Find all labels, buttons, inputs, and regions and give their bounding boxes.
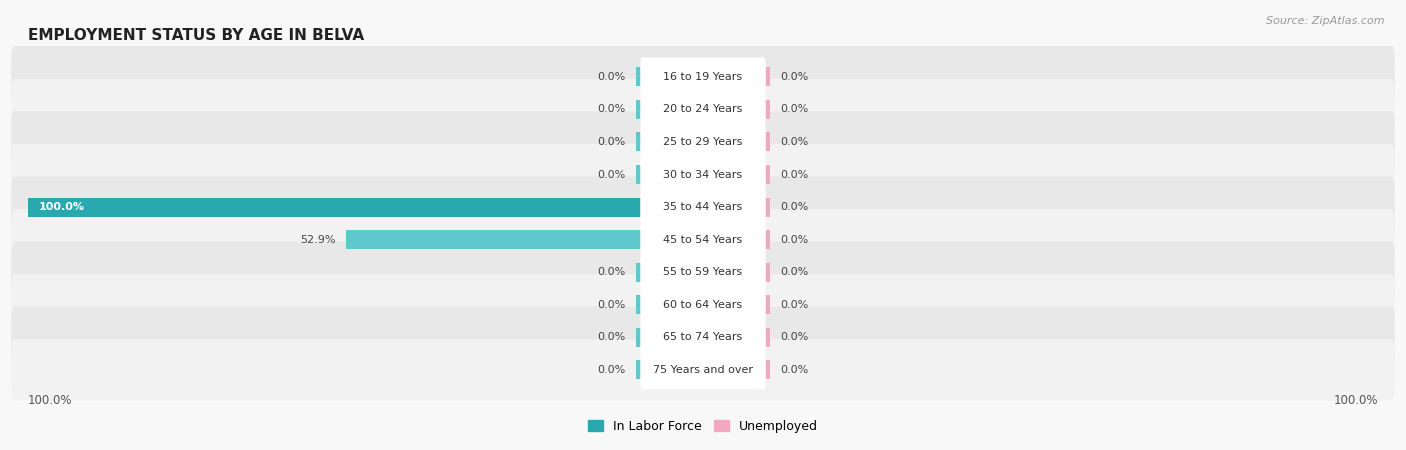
Text: 0.0%: 0.0% <box>780 137 808 147</box>
FancyBboxPatch shape <box>640 351 766 389</box>
Bar <box>636 132 703 151</box>
Text: 0.0%: 0.0% <box>780 365 808 375</box>
Bar <box>703 230 770 249</box>
Text: 0.0%: 0.0% <box>780 300 808 310</box>
Text: 30 to 34 Years: 30 to 34 Years <box>664 170 742 180</box>
Text: 52.9%: 52.9% <box>301 234 336 245</box>
Text: 20 to 24 Years: 20 to 24 Years <box>664 104 742 114</box>
Bar <box>703 295 770 314</box>
FancyBboxPatch shape <box>11 242 1395 303</box>
Bar <box>703 198 770 216</box>
Bar <box>28 198 703 216</box>
Text: 0.0%: 0.0% <box>598 300 626 310</box>
Text: 0.0%: 0.0% <box>598 170 626 180</box>
Text: 60 to 64 Years: 60 to 64 Years <box>664 300 742 310</box>
Text: 0.0%: 0.0% <box>780 104 808 114</box>
FancyBboxPatch shape <box>11 176 1395 238</box>
Text: 45 to 54 Years: 45 to 54 Years <box>664 234 742 245</box>
Text: 0.0%: 0.0% <box>780 234 808 245</box>
Text: 100.0%: 100.0% <box>1333 394 1378 407</box>
Text: 25 to 29 Years: 25 to 29 Years <box>664 137 742 147</box>
Text: 0.0%: 0.0% <box>780 202 808 212</box>
Bar <box>346 230 703 249</box>
Text: 100.0%: 100.0% <box>38 202 84 212</box>
FancyBboxPatch shape <box>640 220 766 259</box>
FancyBboxPatch shape <box>11 79 1395 140</box>
Text: 35 to 44 Years: 35 to 44 Years <box>664 202 742 212</box>
Bar <box>703 68 770 86</box>
Text: 100.0%: 100.0% <box>28 394 73 407</box>
Text: EMPLOYMENT STATUS BY AGE IN BELVA: EMPLOYMENT STATUS BY AGE IN BELVA <box>28 28 364 43</box>
Bar <box>703 360 770 379</box>
FancyBboxPatch shape <box>11 339 1395 400</box>
Bar <box>636 100 703 119</box>
Bar <box>636 165 703 184</box>
FancyBboxPatch shape <box>11 111 1395 172</box>
FancyBboxPatch shape <box>11 209 1395 270</box>
FancyBboxPatch shape <box>640 188 766 226</box>
FancyBboxPatch shape <box>640 253 766 292</box>
Bar <box>636 360 703 379</box>
Text: 55 to 59 Years: 55 to 59 Years <box>664 267 742 277</box>
Text: 65 to 74 Years: 65 to 74 Years <box>664 333 742 342</box>
Bar <box>703 100 770 119</box>
Text: 0.0%: 0.0% <box>780 72 808 82</box>
Text: 75 Years and over: 75 Years and over <box>652 365 754 375</box>
Bar <box>703 263 770 282</box>
Text: 0.0%: 0.0% <box>598 72 626 82</box>
Bar <box>636 68 703 86</box>
Bar <box>636 328 703 347</box>
FancyBboxPatch shape <box>640 123 766 161</box>
Text: 0.0%: 0.0% <box>598 104 626 114</box>
Bar <box>703 328 770 347</box>
Text: 0.0%: 0.0% <box>780 267 808 277</box>
FancyBboxPatch shape <box>640 90 766 129</box>
Text: 0.0%: 0.0% <box>780 333 808 342</box>
Text: Source: ZipAtlas.com: Source: ZipAtlas.com <box>1267 16 1385 26</box>
Bar <box>703 165 770 184</box>
Text: 0.0%: 0.0% <box>598 333 626 342</box>
Bar <box>703 132 770 151</box>
Legend: In Labor Force, Unemployed: In Labor Force, Unemployed <box>583 414 823 438</box>
FancyBboxPatch shape <box>640 155 766 194</box>
Text: 0.0%: 0.0% <box>780 170 808 180</box>
FancyBboxPatch shape <box>11 46 1395 108</box>
Text: 16 to 19 Years: 16 to 19 Years <box>664 72 742 82</box>
FancyBboxPatch shape <box>640 286 766 324</box>
FancyBboxPatch shape <box>640 318 766 356</box>
FancyBboxPatch shape <box>11 307 1395 368</box>
FancyBboxPatch shape <box>11 274 1395 335</box>
FancyBboxPatch shape <box>640 58 766 96</box>
Text: 0.0%: 0.0% <box>598 267 626 277</box>
Bar <box>636 263 703 282</box>
FancyBboxPatch shape <box>11 144 1395 205</box>
Text: 0.0%: 0.0% <box>598 137 626 147</box>
Text: 0.0%: 0.0% <box>598 365 626 375</box>
Bar <box>636 295 703 314</box>
